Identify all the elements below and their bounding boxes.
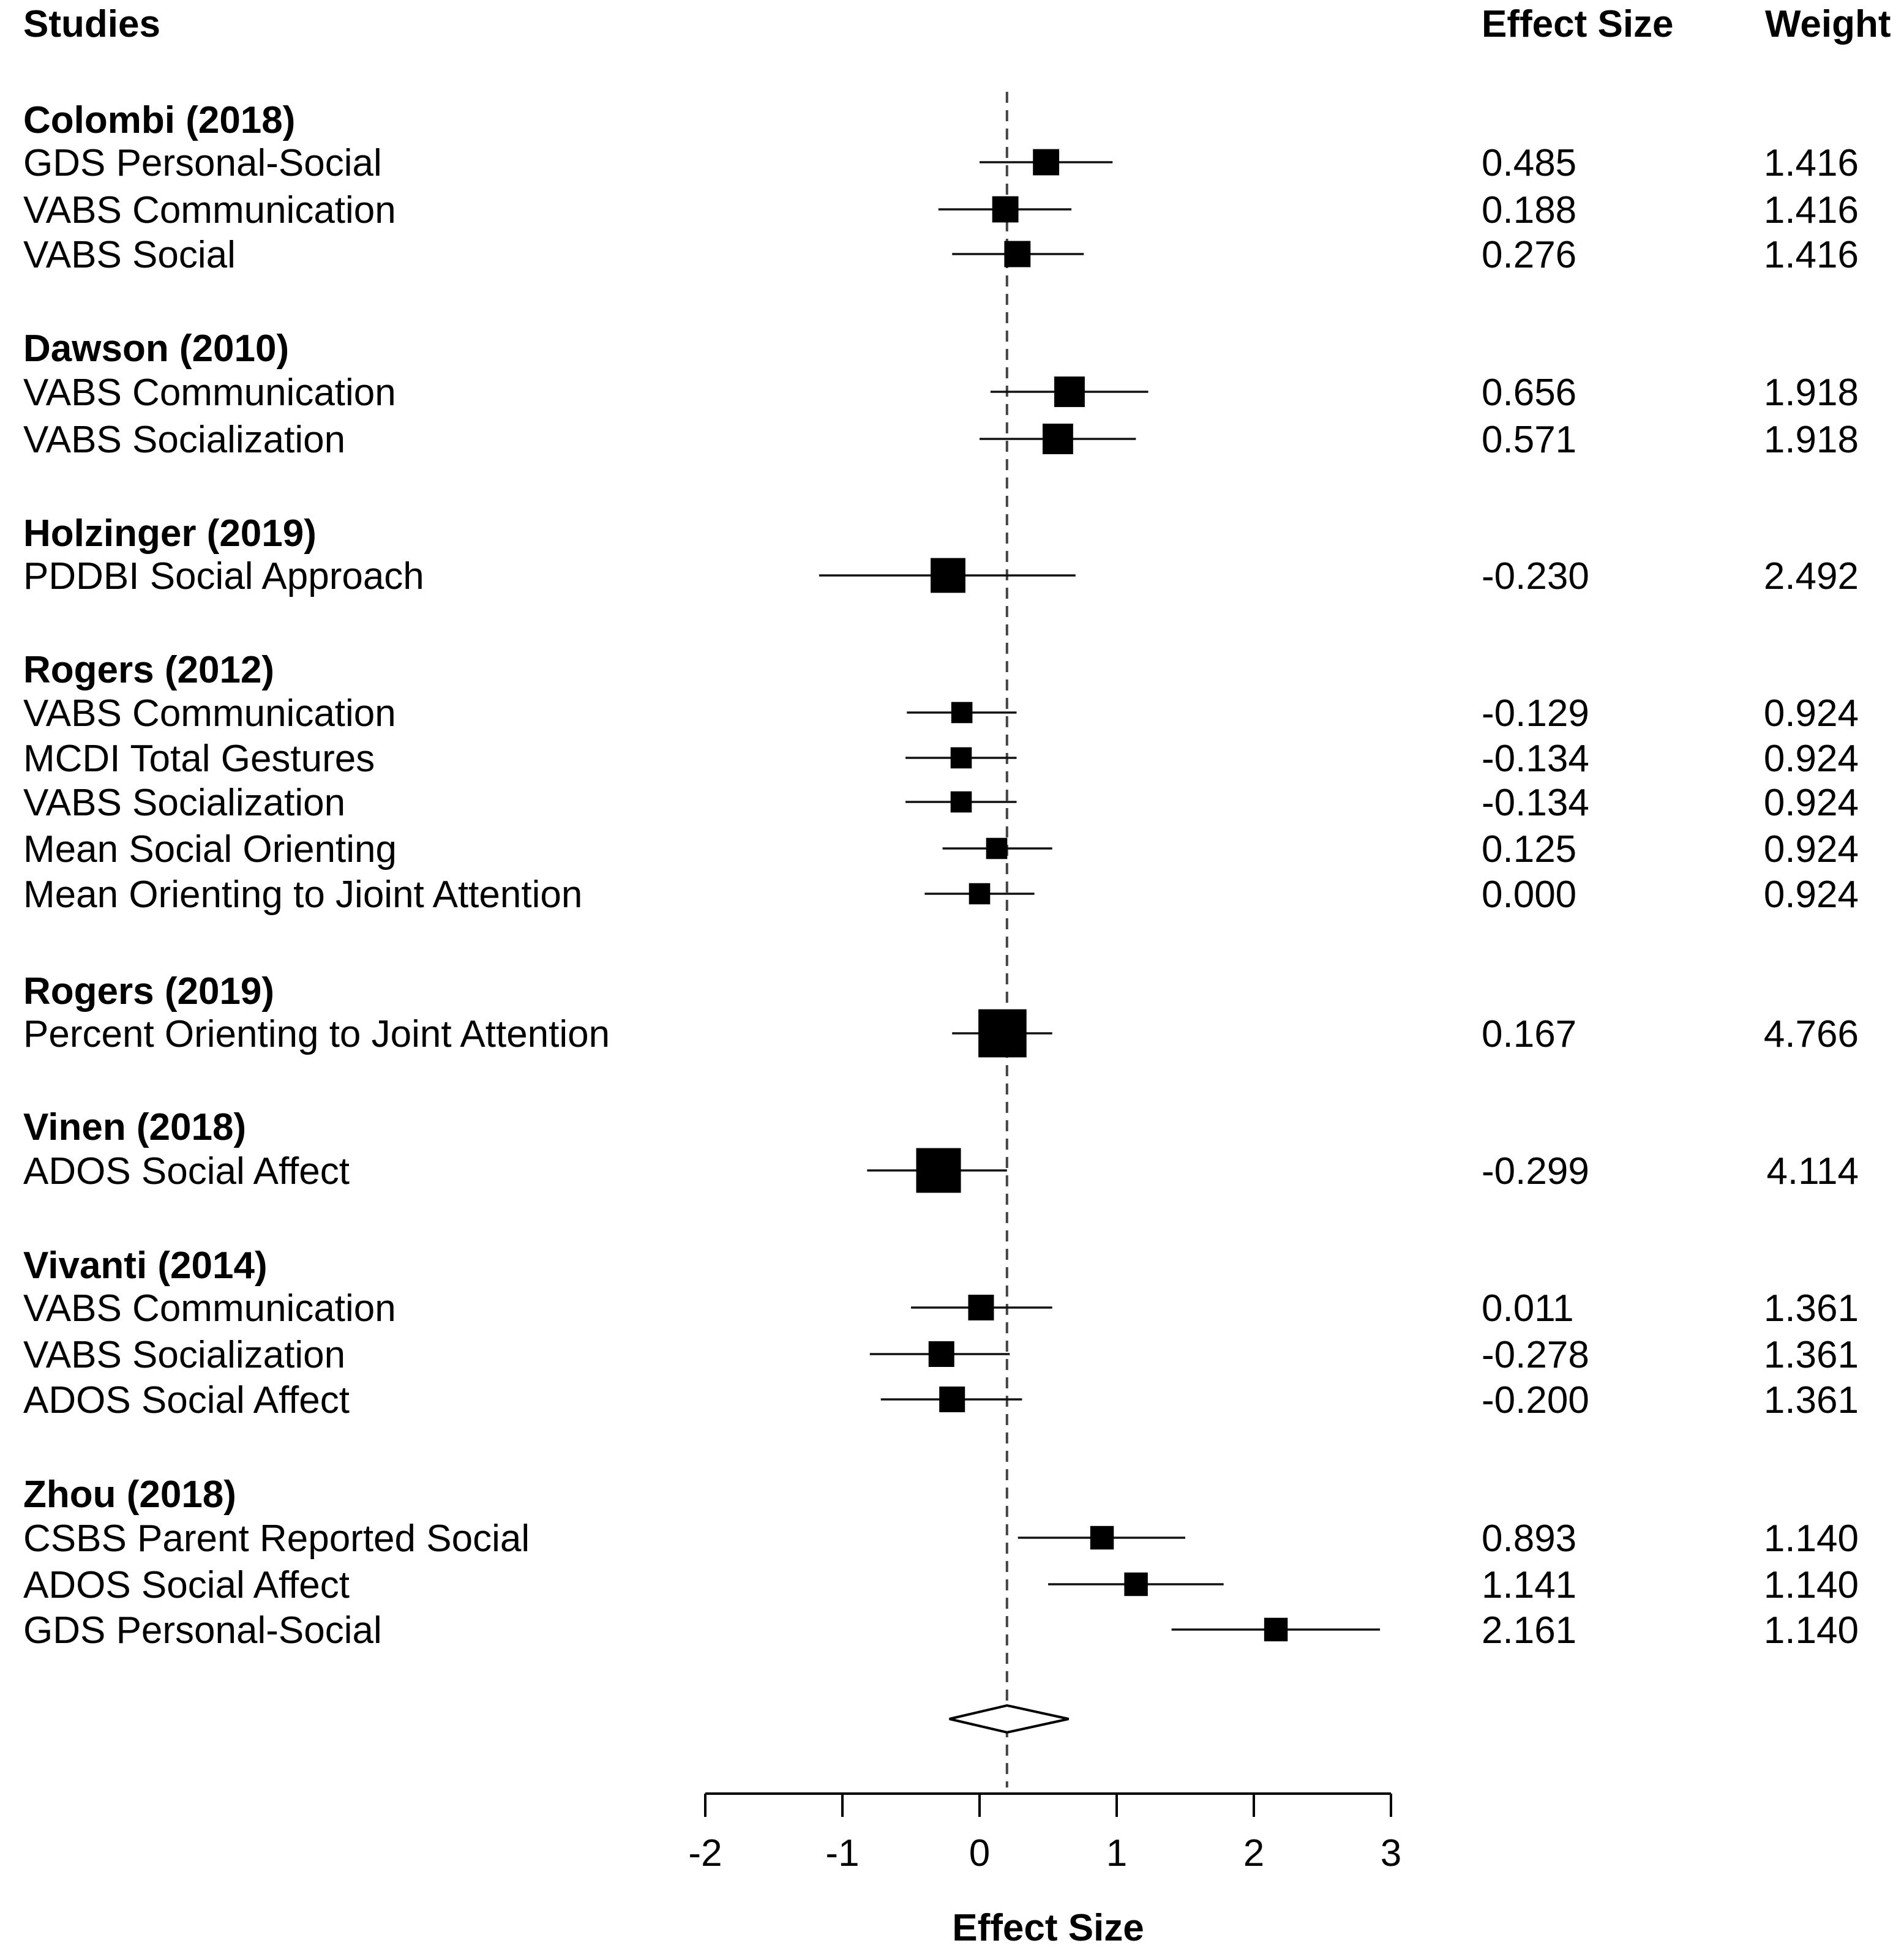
effect-size-value: 2.161 [1482, 1609, 1576, 1652]
study-outcome-label: VABS Communication [23, 372, 396, 414]
study-outcome-label: VABS Communication [23, 189, 396, 231]
effect-point [1042, 424, 1073, 454]
study-outcome-label: MCDI Total Gestures [23, 738, 375, 780]
effect-point [978, 1009, 1027, 1058]
effect-point [968, 1295, 994, 1320]
weight-value: 1.361 [1764, 1334, 1859, 1376]
group-title: Rogers (2019) [23, 970, 274, 1013]
effect-point [951, 702, 973, 724]
x-tick-label: -2 [688, 1832, 722, 1874]
effect-point [1090, 1525, 1114, 1550]
weight-value: 1.361 [1764, 1379, 1859, 1421]
weight-value: 4.114 [1766, 1150, 1859, 1192]
study-outcome-label: VABS Socialization [23, 1334, 345, 1376]
effect-size-value: -0.230 [1482, 555, 1589, 597]
effect-point [1264, 1617, 1288, 1642]
weight-value: 0.924 [1764, 874, 1859, 916]
x-tick-label: 1 [1106, 1832, 1127, 1874]
effect-size-value: -0.134 [1482, 782, 1589, 824]
study-outcome-label: Mean Social Orienting [23, 828, 397, 870]
effect-point [916, 1148, 961, 1193]
weight-value: 0.924 [1764, 828, 1859, 870]
effect-point [1004, 241, 1031, 268]
x-tick-label: 2 [1243, 1832, 1264, 1874]
weight-value: 1.140 [1764, 1564, 1859, 1606]
study-outcome-label: GDS Personal-Social [23, 142, 382, 184]
study-outcome-label: VABS Communication [23, 692, 396, 735]
x-tick-label: 0 [969, 1832, 990, 1874]
group-title: Colombi (2018) [23, 99, 295, 141]
effect-point [1033, 149, 1060, 176]
x-axis-title: Effect Size [952, 1907, 1144, 1949]
effect-point [950, 791, 972, 813]
effect-size-value: -0.200 [1482, 1379, 1589, 1421]
effect-point [992, 196, 1019, 223]
weight-value: 0.924 [1764, 782, 1859, 824]
header-weight: Weight [1765, 3, 1891, 45]
effect-point [928, 1341, 954, 1367]
header-effect-size: Effect Size [1482, 3, 1674, 45]
weight-value: 1.918 [1764, 419, 1859, 461]
group-title: Dawson (2010) [23, 328, 289, 370]
effect-size-value: 0.571 [1482, 419, 1576, 461]
weight-value: 1.416 [1764, 234, 1859, 276]
x-tick-label: 3 [1381, 1832, 1401, 1874]
effect-point [969, 883, 991, 905]
effect-point [1054, 376, 1085, 407]
weight-value: 1.140 [1764, 1518, 1859, 1560]
weight-value: 1.918 [1764, 372, 1859, 414]
weight-value: 1.416 [1764, 142, 1859, 184]
effect-size-value: -0.134 [1482, 738, 1589, 780]
study-outcome-label: CSBS Parent Reported Social [23, 1518, 530, 1560]
effect-size-value: -0.278 [1482, 1334, 1589, 1376]
group-title: Rogers (2012) [23, 649, 274, 691]
weight-value: 1.140 [1764, 1609, 1859, 1652]
study-outcome-label: VABS Socialization [23, 419, 345, 461]
effect-size-value: 1.141 [1482, 1564, 1576, 1606]
study-outcome-label: VABS Socialization [23, 782, 345, 824]
weight-value: 2.492 [1764, 555, 1859, 597]
group-title: Holzinger (2019) [23, 512, 317, 555]
effect-size-value: 0.276 [1482, 234, 1576, 276]
header-studies: Studies [23, 3, 160, 45]
effect-size-value: 0.125 [1482, 828, 1576, 870]
weight-value: 0.924 [1764, 692, 1859, 735]
study-outcome-label: ADOS Social Affect [23, 1150, 350, 1192]
study-outcome-label: ADOS Social Affect [23, 1564, 350, 1606]
group-title: Vivanti (2014) [23, 1245, 268, 1287]
study-outcome-label: PDDBI Social Approach [23, 555, 424, 597]
x-tick-label: -1 [825, 1832, 859, 1874]
group-title: Zhou (2018) [23, 1473, 236, 1516]
effect-size-value: 0.656 [1482, 372, 1576, 414]
weight-value: 1.361 [1764, 1287, 1859, 1330]
effect-point [1124, 1572, 1148, 1597]
summary-diamond [949, 1704, 1070, 1734]
weight-value: 0.924 [1764, 738, 1859, 780]
effect-size-value: 0.000 [1482, 874, 1576, 916]
effect-size-value: 0.167 [1482, 1013, 1576, 1055]
study-outcome-label: Mean Orienting to Jioint Attention [23, 874, 582, 916]
effect-size-value: 0.011 [1482, 1287, 1574, 1330]
study-outcome-label: Percent Orienting to Joint Attention [23, 1013, 610, 1055]
effect-point [950, 747, 972, 769]
study-outcome-label: GDS Personal-Social [23, 1609, 382, 1652]
group-title: Vinen (2018) [23, 1106, 246, 1148]
effect-size-value: 0.485 [1482, 142, 1576, 184]
study-outcome-label: VABS Social [23, 234, 236, 276]
effect-size-value: -0.299 [1482, 1150, 1589, 1192]
study-outcome-label: VABS Communication [23, 1287, 396, 1330]
effect-point [931, 558, 965, 593]
effect-size-value: 0.188 [1482, 189, 1576, 231]
effect-point [986, 837, 1008, 859]
effect-size-value: -0.129 [1482, 692, 1589, 735]
effect-size-value: 0.893 [1482, 1518, 1576, 1560]
weight-value: 4.766 [1764, 1013, 1859, 1055]
effect-point [939, 1387, 965, 1412]
study-outcome-label: ADOS Social Affect [23, 1379, 350, 1421]
weight-value: 1.416 [1764, 189, 1859, 231]
